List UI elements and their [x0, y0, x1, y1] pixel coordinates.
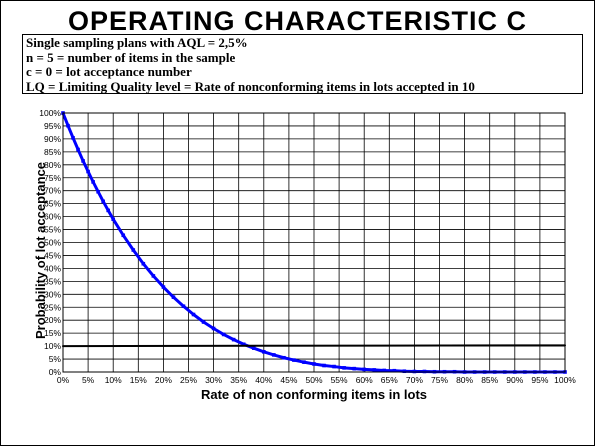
oc-curve-point: [342, 366, 346, 370]
y-tick-label: 90%: [44, 134, 61, 144]
oc-curve-point: [96, 189, 100, 194]
y-tick-label: 55%: [44, 225, 61, 235]
oc-curve-point: [141, 261, 146, 266]
oc-curve-point: [422, 369, 427, 374]
x-axis-label: Rate of non conforming items in lots: [201, 387, 427, 402]
x-tick-label: 85%: [481, 375, 498, 385]
y-tick-label: 5%: [49, 354, 62, 364]
grid-lines: [62, 112, 566, 373]
oc-curve-point: [111, 217, 115, 221]
y-tick-label: 50%: [44, 238, 61, 248]
oc-curve-point: [262, 349, 266, 354]
oc-curve-point: [86, 169, 90, 174]
y-axis-label: Probability of lot acceptance: [33, 162, 48, 339]
x-tick-label: 100%: [554, 375, 576, 385]
x-tick-label: 5%: [82, 375, 95, 385]
y-tick-label: 75%: [44, 173, 61, 183]
oc-curve-point: [292, 358, 296, 362]
y-tick-label: 95%: [44, 121, 61, 131]
oc-curve-point: [362, 367, 366, 372]
x-tick-label: 50%: [305, 375, 322, 385]
x-tick-label: 95%: [531, 375, 548, 385]
info-box: Single sampling plans with AQL = 2,5% n …: [22, 34, 583, 94]
oc-curve-point: [302, 360, 306, 364]
oc-curve-point: [161, 285, 166, 289]
chart-title: OPERATING CHARACTERISTIC C: [68, 6, 528, 36]
y-tick-label: 70%: [44, 186, 61, 196]
oc-curve-point: [412, 369, 417, 374]
oc-curve-point: [151, 274, 156, 278]
plot-area-border: [62, 112, 566, 373]
oc-curve-point: [121, 233, 126, 238]
oc-curve-point: [81, 159, 85, 163]
oc-curve-point: [231, 337, 236, 342]
oc-curve-point: [71, 136, 75, 140]
x-tick-label: 90%: [506, 375, 523, 385]
x-tick-label: 55%: [331, 375, 348, 385]
y-tick-label: 15%: [44, 328, 61, 338]
x-tick-label: 45%: [280, 375, 297, 385]
oc-curve-point: [272, 353, 276, 357]
oc-curve-point: [282, 355, 286, 360]
y-tick-label: 0%: [49, 367, 62, 377]
oc-curve-point: [352, 366, 356, 371]
oc-curve-point: [191, 312, 196, 317]
y-tick-label: 65%: [44, 199, 61, 209]
oc-curve-point: [221, 332, 226, 337]
x-tick-label: 0%: [57, 375, 70, 385]
x-tick-label: 30%: [205, 375, 222, 385]
y-tick-label: 40%: [44, 263, 61, 273]
y-tick-label: 80%: [44, 160, 61, 170]
info-line-aql: Single sampling plans with AQL = 2,5%: [26, 35, 248, 50]
y-tick-label: 45%: [44, 250, 61, 260]
oc-curve-point: [181, 304, 186, 309]
oc-curve-point: [241, 342, 246, 347]
oc-curve-point: [332, 364, 336, 369]
info-line-limiting-quality: LQ = Limiting Quality level = Rate of no…: [26, 78, 475, 94]
oc-curve-point: [131, 248, 136, 252]
oc-curve-point: [372, 368, 377, 372]
x-tick-label: 70%: [406, 375, 423, 385]
x-tick-label: 10%: [105, 375, 122, 385]
oc-curve-point: [402, 369, 407, 374]
x-tick-label: 60%: [356, 375, 373, 385]
oc-curve-point: [322, 363, 326, 368]
oc-curve-point: [201, 320, 206, 324]
y-tick-label: 30%: [44, 289, 61, 299]
x-tick-labels: 0% 5% 10% 15% 20% 25% 30% 35% 40% 45% 50% 55% 60% 65%…: [57, 375, 576, 385]
limiting-quality-line: [62, 344, 566, 348]
y-tick-label: 85%: [44, 147, 61, 157]
y-tick-label: 60%: [44, 212, 61, 222]
x-tick-label: 75%: [431, 375, 448, 385]
oc-curve-point: [91, 180, 95, 184]
y-tick-label: 100%: [39, 108, 61, 118]
oc-curve-point: [76, 147, 80, 152]
x-tick-label: 15%: [130, 375, 147, 385]
oc-curve-point: [106, 208, 110, 213]
oc-curve-point: [382, 368, 387, 373]
x-tick-label: 40%: [255, 375, 272, 385]
oc-curve-point: [171, 295, 176, 299]
x-tick-label: 65%: [381, 375, 398, 385]
x-tick-label: 80%: [456, 375, 473, 385]
x-tick-label: 35%: [230, 375, 247, 385]
y-tick-label: 35%: [44, 276, 61, 286]
info-line-sample-size: n = 5 = number of items in the sample: [26, 49, 236, 65]
oc-curve-point: [251, 346, 256, 350]
oc-curve-point: [312, 362, 316, 366]
y-tick-label: 10%: [44, 341, 61, 351]
x-tick-label: 20%: [155, 375, 172, 385]
oc-curve-point: [101, 199, 105, 204]
info-line-acceptance-number: c = 0 = lot acceptance number: [26, 64, 192, 79]
x-tick-label: 25%: [180, 375, 197, 385]
y-tick-labels: 0% 5% 10% 15% 20% 25% 30% 35% 40% 45% 50% 55% 60% 65%…: [39, 108, 61, 377]
oc-curve-point: [392, 368, 397, 373]
y-tick-label: 20%: [44, 315, 61, 325]
oc-curve-point: [211, 326, 216, 331]
y-tick-label: 25%: [44, 302, 61, 312]
oc-curve-point: [66, 123, 70, 128]
